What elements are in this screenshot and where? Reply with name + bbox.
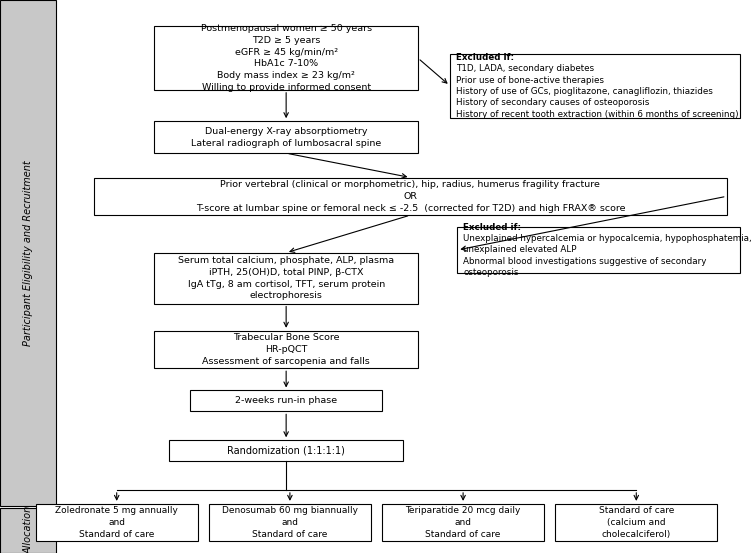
Text: Abnormal blood investigations suggestive of secondary: Abnormal blood investigations suggestive… [464, 257, 707, 266]
Text: History of recent tooth extraction (within 6 months of screening): History of recent tooth extraction (with… [456, 109, 739, 119]
Text: Unexplained hypercalcemia or hypocalcemia, hypophosphatemia,: Unexplained hypercalcemia or hypocalcemi… [464, 234, 752, 243]
FancyBboxPatch shape [209, 504, 370, 541]
Text: Participant Eligibility and Recruitment: Participant Eligibility and Recruitment [23, 160, 33, 346]
Text: Teriparatide 20 mcg daily
and
Standard of care: Teriparatide 20 mcg daily and Standard o… [405, 507, 521, 539]
Text: Postmenopausal women ≥ 50 years
T2D ≥ 5 years
eGFR ≥ 45 kg/min/m²
HbA1c 7-10%
Bo: Postmenopausal women ≥ 50 years T2D ≥ 5 … [200, 24, 372, 92]
FancyBboxPatch shape [94, 178, 727, 215]
FancyBboxPatch shape [0, 0, 56, 506]
Text: Trabecular Bone Score
HR-pQCT
Assessment of sarcopenia and falls: Trabecular Bone Score HR-pQCT Assessment… [203, 333, 370, 366]
FancyBboxPatch shape [555, 504, 717, 541]
Text: History of secondary causes of osteoporosis: History of secondary causes of osteoporo… [456, 98, 649, 107]
Text: Randomization (1:1:1:1): Randomization (1:1:1:1) [227, 446, 345, 456]
FancyBboxPatch shape [190, 390, 383, 411]
FancyBboxPatch shape [169, 440, 403, 461]
Text: Serum total calcium, phosphate, ALP, plasma
iPTH, 25(OH)D, total PINP, β-CTX
IgA: Serum total calcium, phosphate, ALP, pla… [178, 256, 395, 300]
Text: Excluded if:: Excluded if: [456, 53, 514, 62]
Text: Denosumab 60 mg biannually
and
Standard of care: Denosumab 60 mg biannually and Standard … [222, 507, 358, 539]
FancyBboxPatch shape [154, 253, 418, 304]
Text: 2-weeks run-in phase: 2-weeks run-in phase [235, 397, 337, 405]
FancyBboxPatch shape [35, 504, 197, 541]
FancyBboxPatch shape [154, 27, 418, 90]
Text: Dual-energy X-ray absorptiometry
Lateral radiograph of lumbosacral spine: Dual-energy X-ray absorptiometry Lateral… [191, 127, 381, 148]
Text: Zoledronate 5 mg annually
and
Standard of care: Zoledronate 5 mg annually and Standard o… [55, 507, 178, 539]
Text: Excluded if:: Excluded if: [464, 223, 522, 232]
Text: History of use of GCs, pioglitazone, canagliflozin, thiazides: History of use of GCs, pioglitazone, can… [456, 87, 713, 96]
Text: osteoporosis: osteoporosis [464, 268, 519, 277]
Text: Allocation: Allocation [23, 506, 33, 553]
Text: T1D, LADA, secondary diabetes: T1D, LADA, secondary diabetes [456, 64, 594, 73]
FancyBboxPatch shape [382, 504, 544, 541]
Text: Prior use of bone-active therapies: Prior use of bone-active therapies [456, 76, 604, 85]
Text: unexplained elevated ALP: unexplained elevated ALP [464, 246, 577, 254]
Text: Prior vertebral (clinical or morphometric), hip, radius, humerus fragility fract: Prior vertebral (clinical or morphometri… [196, 180, 625, 212]
FancyBboxPatch shape [0, 508, 56, 553]
FancyBboxPatch shape [450, 54, 739, 118]
Text: Standard of care
(calcium and
cholecalciferol): Standard of care (calcium and cholecalci… [599, 507, 674, 539]
FancyBboxPatch shape [154, 121, 418, 153]
FancyBboxPatch shape [458, 227, 739, 273]
FancyBboxPatch shape [154, 331, 418, 368]
